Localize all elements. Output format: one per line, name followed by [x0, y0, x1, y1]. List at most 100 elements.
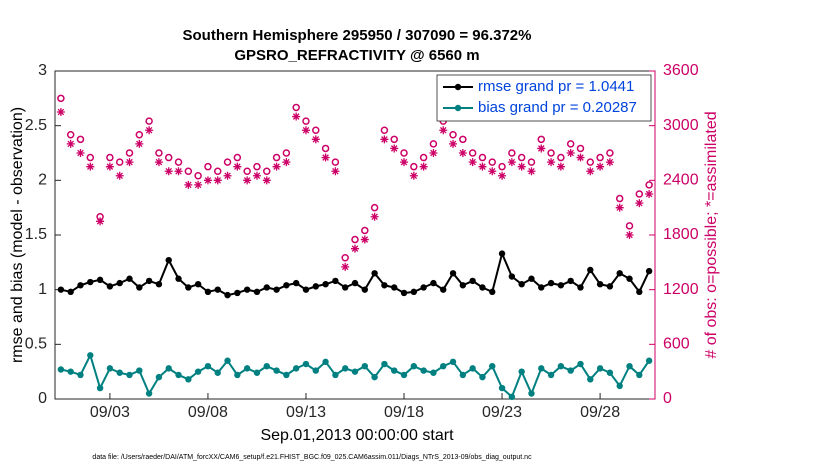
point-marker: [57, 286, 65, 293]
point-marker: [263, 363, 270, 370]
point-marker: [204, 288, 212, 296]
assimilated-marker: [272, 162, 281, 171]
point-marker: [67, 368, 74, 375]
x-tick-label: 09/23: [482, 404, 522, 421]
y2-tick-label: 2400: [663, 172, 699, 189]
point-marker: [420, 284, 427, 291]
point-marker: [253, 369, 261, 376]
y2-axis-label: # of obs: o=possible; *=assimilated: [703, 111, 720, 358]
assimilated-marker: [458, 149, 467, 157]
possible-marker: [390, 135, 398, 144]
point-marker: [410, 363, 418, 370]
assimilated-marker: [547, 158, 556, 167]
point-marker: [185, 284, 192, 291]
possible-marker: [566, 140, 575, 148]
assimilated-marker: [321, 153, 330, 162]
point-marker: [341, 284, 349, 291]
assimilated-marker: [625, 231, 634, 239]
point-marker: [224, 357, 231, 364]
assimilated-marker: [419, 162, 428, 171]
assimilated-marker: [596, 162, 605, 171]
possible-marker: [174, 158, 183, 166]
possible-marker: [606, 149, 614, 157]
assimilated-marker: [409, 171, 418, 180]
point-marker: [332, 371, 339, 379]
x-tick-label: 09/28: [580, 404, 620, 421]
point-marker: [479, 373, 486, 381]
point-marker: [518, 281, 525, 288]
possible-marker: [468, 149, 477, 157]
y-tick-label: 0: [38, 390, 47, 407]
point-marker: [577, 360, 584, 368]
possible-marker: [321, 144, 330, 153]
point-marker: [273, 286, 280, 293]
legend-marker: [454, 83, 462, 91]
possible-marker: [537, 135, 546, 144]
point-marker: [67, 288, 74, 296]
point-marker: [361, 363, 369, 370]
assimilated-marker: [370, 212, 379, 221]
point-marker: [518, 368, 525, 375]
point-marker: [145, 390, 153, 397]
assimilated-marker: [164, 167, 173, 176]
possible-marker: [459, 135, 467, 144]
point-marker: [400, 289, 408, 297]
assimilated-marker: [380, 135, 389, 144]
possible-marker: [429, 140, 438, 148]
point-marker: [116, 279, 123, 287]
possible-marker: [194, 172, 202, 180]
assimilated-marker: [635, 199, 644, 208]
assimilated-marker: [115, 171, 124, 180]
point-marker: [616, 270, 623, 277]
point-marker: [371, 373, 378, 381]
point-marker: [126, 275, 133, 282]
assimilated-marker: [184, 180, 193, 189]
y-tick-label: 3: [38, 62, 47, 79]
assimilated-marker: [605, 158, 614, 167]
possible-marker: [272, 153, 281, 162]
assimilated-marker: [223, 171, 232, 180]
point-marker: [145, 277, 153, 285]
point-marker: [57, 366, 65, 373]
point-marker: [126, 371, 133, 379]
assimilated-marker: [135, 139, 144, 148]
assimilated-marker: [203, 176, 212, 185]
y2-tick-label: 0: [663, 390, 672, 407]
series-1: [57, 352, 653, 401]
legend-box: [436, 74, 652, 122]
point-marker: [400, 371, 408, 379]
point-marker: [430, 279, 437, 287]
assimilated-marker: [86, 162, 95, 171]
assimilated-marker: [527, 167, 536, 176]
series-line: [60, 250, 651, 297]
point-marker: [528, 275, 535, 282]
point-marker: [106, 283, 114, 290]
point-marker: [469, 365, 476, 372]
point-marker: [636, 371, 643, 379]
point-marker: [351, 279, 359, 287]
point-marker: [498, 384, 506, 392]
point-marker: [587, 376, 594, 383]
assimilated-marker: [76, 149, 85, 157]
possible-marker: [586, 158, 595, 166]
point-marker: [596, 365, 604, 372]
possible-marker: [331, 158, 340, 166]
possible-marker: [576, 144, 585, 153]
point-marker: [489, 288, 496, 296]
series-0: [57, 250, 653, 299]
possible-marker: [204, 162, 212, 171]
possible-marker: [57, 94, 65, 103]
assimilated-marker: [292, 112, 301, 121]
point-marker: [106, 365, 114, 372]
x-tick-label: 09/03: [90, 404, 130, 421]
assimilated-marker: [252, 171, 261, 180]
point-marker: [322, 281, 329, 288]
point-marker: [645, 267, 653, 275]
assimilated-marker: [586, 167, 595, 176]
assimilated-marker: [645, 190, 654, 198]
assimilated-marker: [282, 158, 291, 167]
point-marker: [165, 256, 172, 264]
point-marker: [440, 286, 447, 293]
point-marker: [204, 363, 212, 370]
